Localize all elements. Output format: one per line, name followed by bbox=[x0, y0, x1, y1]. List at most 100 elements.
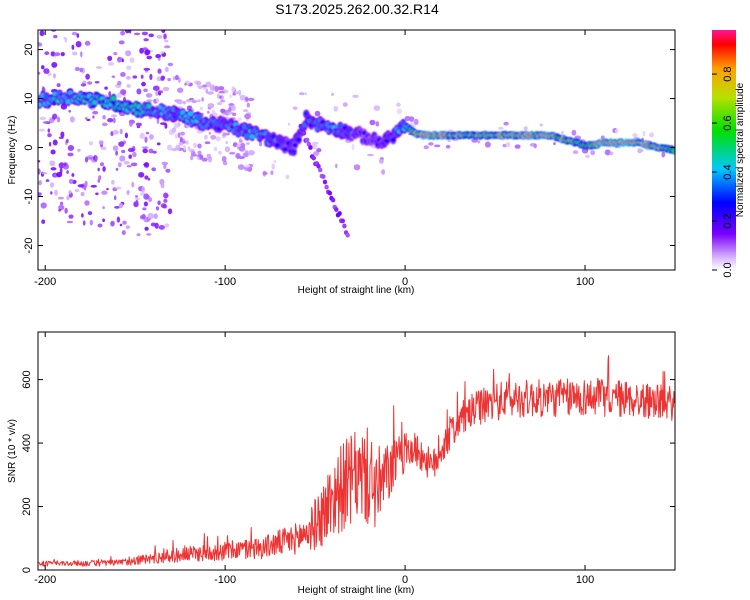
y-tick-label: 10 bbox=[23, 92, 35, 104]
spectral-noise-point bbox=[125, 76, 131, 80]
spectral-streak-point bbox=[330, 197, 336, 203]
spectral-noise-point bbox=[43, 68, 50, 74]
spectral-noise-point bbox=[197, 150, 202, 156]
spectral-noise-point bbox=[111, 179, 115, 185]
spectral-noise-point bbox=[126, 190, 130, 195]
spectral-noise-point bbox=[144, 136, 148, 143]
spectral-noise-point bbox=[107, 55, 113, 62]
spectral-noise-point bbox=[163, 163, 167, 170]
spectral-noise-point bbox=[146, 233, 152, 236]
spectral-noise-point bbox=[118, 141, 125, 147]
spectral-noise-point bbox=[156, 142, 161, 146]
spectral-noise-point bbox=[221, 156, 227, 162]
spectral-noise-point bbox=[246, 142, 250, 145]
spectral-noise-point bbox=[41, 219, 46, 224]
spectral-noise-point bbox=[48, 141, 52, 147]
spectral-noise-point bbox=[143, 88, 148, 93]
spectral-noise-point bbox=[129, 21, 132, 26]
spectral-noise-point bbox=[244, 164, 251, 168]
x-tick-label: -100 bbox=[214, 276, 236, 288]
spectral-noise-point bbox=[196, 85, 204, 88]
spectral-noise-point bbox=[220, 108, 226, 114]
spectral-noise-point bbox=[102, 166, 106, 172]
spectral-noise-point bbox=[211, 109, 216, 114]
spectral-noise-point bbox=[141, 213, 146, 220]
spectral-noise-point bbox=[229, 151, 236, 155]
ridge-point bbox=[296, 137, 302, 143]
spectral-noise-point bbox=[92, 110, 99, 115]
spectral-noise-point bbox=[238, 156, 245, 160]
spectral-noise-point bbox=[353, 164, 361, 171]
spectral-noise-point bbox=[139, 132, 145, 139]
spectral-noise-point bbox=[225, 141, 228, 145]
spectral-noise-point bbox=[144, 226, 149, 231]
spectral-noise-point bbox=[167, 62, 174, 67]
spectral-noise-point bbox=[207, 91, 214, 95]
spectral-noise-point bbox=[335, 163, 338, 169]
spectral-noise-point bbox=[585, 154, 590, 158]
spectral-noise-point bbox=[190, 150, 196, 157]
spectral-noise-point bbox=[45, 179, 50, 182]
spectral-noise-point bbox=[118, 40, 125, 45]
spectral-noise-point bbox=[560, 131, 564, 134]
spectral-streak-point bbox=[327, 190, 333, 196]
spectral-noise-point bbox=[219, 95, 222, 99]
x-tick-label: 0 bbox=[402, 276, 408, 288]
ridge-point bbox=[292, 142, 298, 148]
snr-frame bbox=[37, 331, 676, 571]
spectral-noise-point bbox=[176, 99, 183, 105]
y-tick-label: 400 bbox=[21, 434, 33, 452]
spectral-noise-point bbox=[484, 141, 491, 148]
spectral-noise-point bbox=[148, 19, 151, 24]
spectral-noise-point bbox=[177, 87, 184, 93]
spectral-noise-point bbox=[47, 133, 52, 138]
spectral-noise-point bbox=[107, 118, 114, 123]
spectral-noise-point bbox=[149, 134, 154, 140]
spectral-noise-point bbox=[122, 220, 127, 225]
spectral-noise-point bbox=[84, 7, 90, 11]
spectral-noise-point bbox=[237, 117, 242, 121]
spectral-noise-point bbox=[292, 106, 298, 110]
spectral-noise-point bbox=[110, 114, 118, 118]
spectral-noise-point bbox=[143, 193, 150, 200]
spectral-noise-point bbox=[129, 121, 133, 127]
spectral-noise-point bbox=[105, 18, 108, 21]
spectral-noise-point bbox=[94, 81, 100, 84]
spectral-noise-point bbox=[208, 103, 214, 108]
spectral-noise-point bbox=[75, 41, 82, 48]
spectral-noise-point bbox=[571, 129, 577, 136]
colorbar-label: Normalized spectral amplitude bbox=[735, 82, 746, 217]
spectral-noise-point bbox=[68, 190, 72, 195]
spectral-noise-point bbox=[108, 21, 113, 25]
spectral-noise-point bbox=[41, 65, 45, 70]
spectral-noise-point bbox=[351, 143, 355, 151]
spectral-streak-point bbox=[345, 232, 350, 238]
y-tick-label: 200 bbox=[21, 497, 33, 515]
spectral-noise-point bbox=[40, 202, 47, 209]
spectral-noise-point bbox=[155, 90, 160, 96]
spectral-noise-point bbox=[146, 55, 152, 60]
spectral-noise-point bbox=[143, 201, 148, 207]
spectral-noise-point bbox=[505, 142, 511, 148]
spectral-noise-point bbox=[66, 170, 69, 174]
spectral-streak-point bbox=[342, 223, 347, 229]
spectral-noise-point bbox=[110, 131, 114, 137]
spectral-noise-point bbox=[155, 54, 162, 59]
colorbar-tick-label: 0.4 bbox=[722, 164, 734, 179]
spectral-noise-point bbox=[204, 141, 211, 145]
spectral-noise-point bbox=[196, 156, 200, 160]
spectral-noise-point bbox=[126, 84, 131, 88]
spectral-noise-point bbox=[100, 146, 107, 151]
spectral-noise-point bbox=[163, 33, 167, 40]
spectral-noise-point bbox=[65, 22, 69, 28]
spectral-noise-point bbox=[228, 106, 232, 112]
spectral-noise-point bbox=[99, 14, 102, 17]
spectral-noise-point bbox=[111, 75, 116, 78]
spectrogram-y-label: Frequency (Hz) bbox=[7, 116, 18, 185]
spectral-noise-point bbox=[120, 30, 125, 36]
spectral-noise-point bbox=[95, 192, 99, 196]
spectral-noise-point bbox=[514, 144, 521, 149]
spectral-noise-point bbox=[120, 89, 127, 95]
snr-panel: -200 -100 0 100 0 200 400 600 Height of straig… bbox=[7, 331, 676, 596]
spectral-noise-point bbox=[40, 5, 45, 8]
